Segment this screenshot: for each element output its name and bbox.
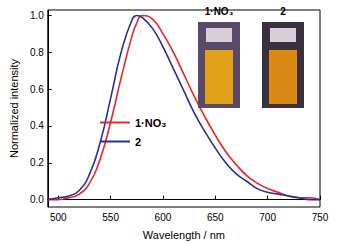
svg-text:1.0: 1.0 [30, 10, 44, 21]
svg-text:500: 500 [50, 212, 67, 223]
svg-text:0.6: 0.6 [30, 84, 44, 95]
svg-text:0.8: 0.8 [30, 47, 44, 58]
svg-text:Normalized intensity: Normalized intensity [8, 58, 20, 158]
svg-text:0.2: 0.2 [30, 157, 44, 168]
svg-text:650: 650 [207, 212, 224, 223]
svg-text:0.0: 0.0 [30, 194, 44, 205]
svg-text:0.4: 0.4 [30, 120, 44, 131]
svg-text:2: 2 [135, 136, 141, 148]
svg-text:750: 750 [312, 212, 329, 223]
svg-text:700: 700 [259, 212, 276, 223]
svg-text:Wavelength / nm: Wavelength / nm [143, 229, 225, 241]
svg-text:2: 2 [280, 6, 286, 17]
svg-text:1·NO₃: 1·NO₃ [205, 6, 234, 17]
svg-text:1·NO₃: 1·NO₃ [135, 117, 166, 129]
svg-text:550: 550 [102, 212, 119, 223]
svg-text:600: 600 [155, 212, 172, 223]
